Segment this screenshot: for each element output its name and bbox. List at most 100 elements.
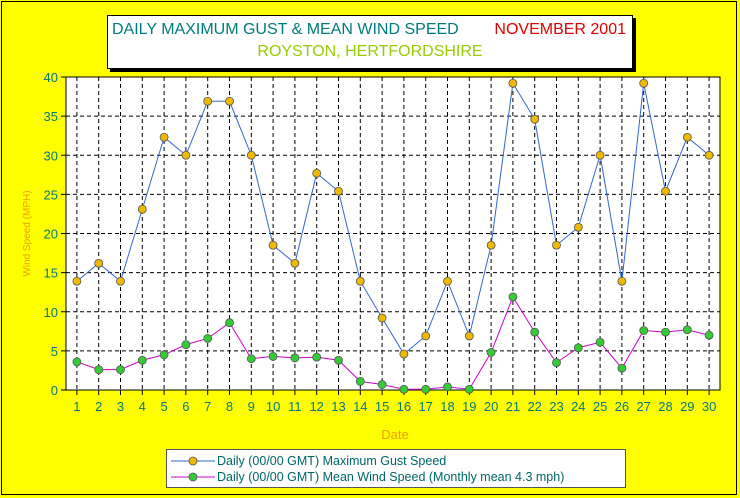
x-tick-label: 20 [484, 399, 498, 414]
mean-point [508, 292, 518, 302]
x-tick-label: 17 [418, 399, 432, 414]
gust-point [639, 78, 649, 88]
gust-point [552, 240, 561, 250]
y-tick-label: 30 [44, 148, 58, 163]
x-tick-label: 15 [375, 399, 389, 414]
legend-label-gust: Daily (00/00 GMT) Maximum Gust Speed [217, 454, 447, 468]
mean-legend-icon [171, 472, 215, 482]
x-tick-label: 13 [331, 399, 345, 414]
mean-point [355, 376, 365, 386]
mean-point [573, 343, 583, 353]
x-tick-label: 25 [593, 399, 607, 414]
x-tick-label: 23 [549, 399, 563, 414]
gust-point [682, 132, 692, 142]
legend-label-mean: Daily (00/00 GMT) Mean Wind Speed (Month… [217, 470, 565, 484]
x-tick-label: 2 [95, 399, 102, 414]
x-tick-label: 4 [139, 399, 146, 414]
gust-point [377, 313, 387, 323]
mean-point [137, 355, 147, 365]
gust-point [137, 204, 147, 214]
gust-point [203, 96, 213, 106]
gust-point [595, 150, 605, 160]
mean-point [661, 327, 670, 337]
gust-point [508, 78, 518, 88]
gust-point [94, 258, 104, 268]
mean-point [246, 354, 256, 364]
x-tick-label: 26 [615, 399, 629, 414]
x-tick-label: 7 [204, 399, 211, 414]
x-tick-label: 18 [440, 399, 454, 414]
mean-point [399, 384, 409, 394]
x-tick-label: 3 [117, 399, 124, 414]
gust-point [355, 276, 365, 286]
gust-point [399, 349, 409, 359]
mean-point [530, 327, 540, 337]
mean-point [377, 380, 387, 389]
mean-point [181, 340, 191, 350]
gust-point [530, 114, 540, 124]
y-tick-label: 10 [44, 305, 58, 320]
y-axis-label: Wind Speed (MPH) [22, 190, 33, 276]
x-tick-label: 29 [680, 399, 694, 414]
y-tick-label: 20 [44, 227, 58, 242]
x-tick-label: 24 [571, 399, 585, 414]
gust-legend-icon [171, 456, 215, 466]
mean-point [94, 365, 104, 375]
x-tick-label: 19 [462, 399, 476, 414]
y-tick-label: 25 [44, 187, 58, 202]
x-tick-label: 28 [658, 399, 672, 414]
legend: Daily (00/00 GMT) Maximum Gust Speed Dai… [166, 449, 626, 488]
y-tick-label: 0 [51, 383, 58, 398]
gust-point [334, 186, 343, 196]
x-tick-label: 1 [73, 399, 80, 414]
mean-point [552, 358, 561, 368]
title-box: DAILY MAXIMUM GUST & MEAN WIND SPEED NOV… [107, 15, 633, 69]
mean-point [225, 318, 234, 328]
mean-point [443, 382, 452, 392]
gust-point [421, 331, 431, 341]
mean-point [421, 384, 431, 394]
mean-point [290, 353, 300, 363]
x-tick-label: 27 [636, 399, 650, 414]
x-tick-label: 30 [702, 399, 716, 414]
y-tick-label: 5 [51, 344, 58, 359]
chart-title: DAILY MAXIMUM GUST & MEAN WIND SPEED [112, 21, 459, 38]
gust-series-line [76, 81, 710, 355]
mean-point [682, 325, 692, 335]
mean-point [312, 352, 322, 362]
mean-point [595, 337, 605, 347]
mean-point [203, 333, 213, 343]
chart-location: ROYSTON, HERTFORDSHIRE [257, 43, 483, 60]
x-axis-label: Date [381, 427, 408, 442]
gust-point [72, 276, 82, 286]
chart-date: NOVEMBER 2001 [494, 21, 626, 38]
gust-point [464, 331, 474, 341]
gust-point [246, 150, 256, 160]
gust-point [268, 240, 278, 250]
mean-point [268, 351, 278, 361]
mean-point [704, 330, 714, 340]
x-tick-label: 11 [288, 399, 302, 414]
y-tick-label: 15 [44, 266, 58, 281]
x-tick-label: 14 [353, 399, 367, 414]
gust-point [225, 96, 234, 106]
mean-point [486, 348, 496, 357]
x-tick-label: 10 [266, 399, 280, 414]
x-tick-label: 9 [248, 399, 255, 414]
y-tick-label: 35 [44, 109, 58, 124]
x-tick-label: 22 [527, 399, 541, 414]
gust-point [661, 186, 670, 196]
mean-point [464, 384, 474, 394]
gust-point [159, 132, 169, 142]
gust-point [290, 258, 300, 268]
mean-point [617, 363, 627, 373]
y-tick-label: 40 [44, 70, 58, 85]
x-tick-label: 5 [160, 399, 167, 414]
gust-point [573, 222, 583, 232]
mean-point [639, 326, 649, 335]
x-tick-label: 6 [182, 399, 189, 414]
x-tick-label: 16 [397, 399, 411, 414]
x-tick-label: 12 [309, 399, 323, 414]
